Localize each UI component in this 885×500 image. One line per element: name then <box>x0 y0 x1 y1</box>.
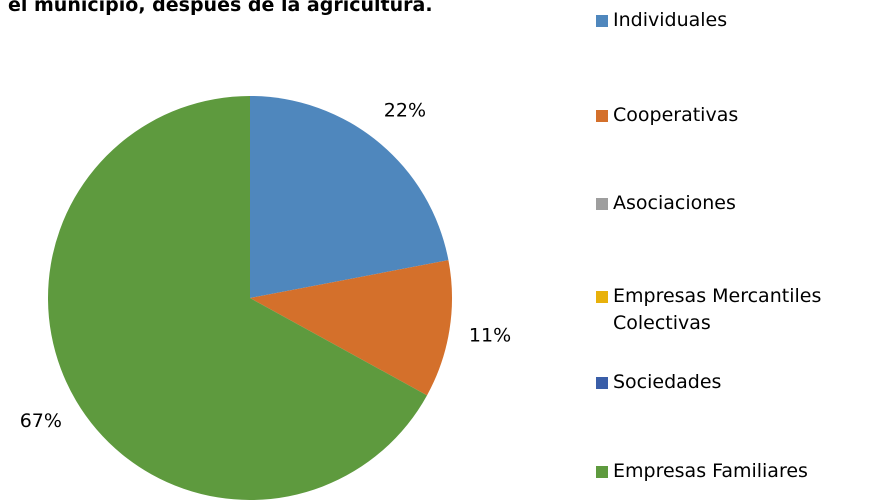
legend-swatch <box>596 377 608 389</box>
pie-slice <box>250 96 449 298</box>
legend-swatch <box>596 291 608 303</box>
legend-entry: Empresas Familiares <box>596 458 846 485</box>
pie-slice <box>250 260 452 396</box>
legend-entry: Cooperativas <box>596 102 846 129</box>
legend-entry: Individuales <box>596 7 846 34</box>
legend-entry: Sociedades <box>596 369 846 396</box>
legend-label: Individuales <box>613 9 728 31</box>
legend-swatch <box>596 466 608 478</box>
legend-label: Cooperativas <box>613 104 739 126</box>
legend-swatch <box>596 198 608 210</box>
chart-title: el municipio, después de la agricultura. <box>8 0 433 16</box>
legend-entry: Empresas Mercantiles Colectivas <box>596 283 846 337</box>
data-label: 11% <box>469 325 511 347</box>
legend-entry: Asociaciones <box>596 190 846 217</box>
data-label: 67% <box>20 410 62 432</box>
legend-swatch <box>596 15 608 27</box>
pie-slice <box>47 96 428 500</box>
data-label: 22% <box>384 99 426 121</box>
legend-swatch <box>596 110 608 122</box>
legend-label: Empresas Mercantiles Colectivas <box>613 285 822 334</box>
legend-label: Asociaciones <box>613 192 736 214</box>
legend-label: Sociedades <box>613 371 722 393</box>
legend-label: Empresas Familiares <box>613 460 808 482</box>
